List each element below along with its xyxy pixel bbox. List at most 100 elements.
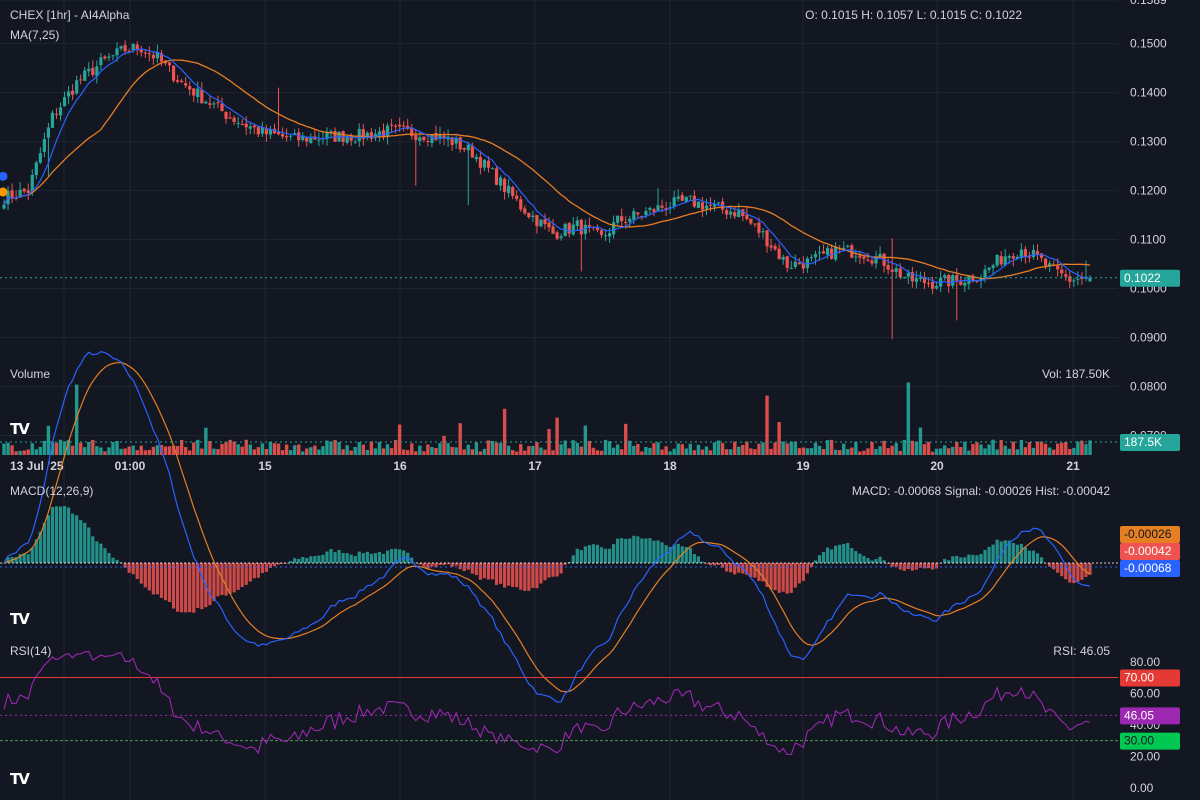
volume-bar: [179, 439, 184, 455]
volume-bar: [1060, 442, 1064, 455]
volume-bar: [292, 445, 297, 455]
macd-histogram-bar: [692, 554, 696, 563]
macd-histogram-bar: [357, 551, 361, 563]
candle-body: [971, 276, 975, 282]
rsi-axis-label: 0.00: [1130, 781, 1154, 795]
candle-body: [700, 202, 705, 210]
macd-histogram-bar: [325, 551, 329, 563]
volume-bar: [506, 445, 511, 455]
candle-body: [394, 125, 398, 127]
ma7-line: [3, 48, 1091, 284]
time-axis-label: 18: [663, 459, 677, 473]
macd-histogram-bar: [902, 563, 906, 571]
volume-bar: [979, 444, 983, 455]
candle-body: [22, 188, 26, 192]
volume-badge-bg: [1120, 434, 1180, 451]
rsi-70-badge: 70.00: [1124, 671, 1154, 685]
candle-body: [813, 254, 818, 258]
candle-body: [167, 62, 172, 66]
volume-bar: [204, 427, 208, 455]
macd-histogram-bar: [252, 563, 256, 579]
candle-body: [902, 277, 906, 279]
time-axis-label: 16: [393, 459, 407, 473]
candle-body: [712, 203, 717, 207]
macd-histogram-bar: [486, 563, 491, 580]
candle-body: [555, 232, 559, 239]
candle-body: [365, 132, 369, 139]
macd-histogram-bar: [624, 538, 628, 563]
volume-bar: [531, 445, 535, 455]
time-axis-label: 21: [1066, 459, 1080, 473]
candle-body: [676, 196, 680, 199]
candle-body: [620, 216, 624, 222]
volume-bar: [1068, 448, 1072, 455]
candle-body: [1064, 274, 1068, 277]
candle-body: [741, 209, 745, 216]
macd-histogram-bar: [1015, 544, 1019, 563]
candle-body: [442, 135, 446, 139]
candle-body: [551, 226, 555, 234]
rsi-line: [3, 650, 1091, 756]
volume-bar: [305, 448, 309, 455]
macd-histogram-bar: [531, 563, 535, 588]
macd-histogram-bar: [672, 544, 676, 563]
macd-histogram-bar: [583, 546, 587, 563]
macd-histogram-bar: [874, 559, 878, 563]
candle-body: [547, 222, 551, 228]
volume-bar: [252, 449, 257, 455]
candle-body: [175, 80, 180, 82]
volume-bar: [587, 440, 592, 455]
volume-bar: [874, 448, 878, 455]
candle-body: [1007, 256, 1011, 258]
volume-bar: [854, 441, 858, 455]
candle-body: [668, 207, 672, 209]
macd-histogram-bar: [1064, 563, 1068, 580]
candle-body: [34, 162, 38, 176]
volume-bar: [825, 440, 830, 455]
volume-bar: [434, 448, 438, 455]
candle-body: [959, 281, 963, 285]
macd-histogram-bar: [373, 553, 378, 563]
macd-histogram-bar: [83, 522, 87, 563]
volume-bar: [337, 442, 341, 455]
volume-bar: [220, 443, 224, 455]
candle-body: [975, 280, 979, 282]
macd-histogram-bar: [260, 563, 264, 574]
macd-histogram-bar: [785, 563, 789, 594]
candle-body: [1072, 280, 1076, 282]
macd-histogram-bar: [951, 556, 955, 563]
macd-histogram-bar: [422, 563, 426, 567]
volume-bar: [1051, 449, 1056, 455]
volume-bar: [147, 449, 152, 455]
macd-histogram-bar: [809, 563, 814, 567]
volume-bar: [967, 450, 971, 455]
volume-bar: [615, 444, 620, 455]
macd-histogram-bar: [571, 555, 575, 563]
candle-body: [943, 275, 947, 278]
macd-histogram-bar: [1088, 563, 1092, 575]
volume-badge: 187.5K: [1124, 435, 1162, 449]
candle-body: [527, 212, 531, 218]
macd-histogram-bar: [539, 563, 543, 584]
volume-bar: [42, 440, 47, 455]
macd-histogram-bar: [1048, 563, 1052, 567]
candle-body: [680, 195, 684, 201]
volume-bar: [963, 441, 967, 455]
volume-bar: [393, 440, 398, 455]
candle-body: [127, 51, 131, 53]
macd-histogram-bar: [749, 563, 753, 577]
macd-histogram-bar: [490, 563, 495, 580]
volume-bar: [862, 450, 866, 455]
volume-bar: [692, 450, 697, 455]
macd-histogram-bar: [934, 563, 939, 569]
macd-histogram-bar: [648, 538, 652, 563]
macd-histogram-bar: [244, 563, 248, 585]
volume-bar: [163, 446, 168, 455]
volume-bar: [510, 450, 515, 455]
candle-body: [749, 218, 753, 224]
candle-body: [729, 211, 733, 215]
volume-bar: [208, 441, 212, 455]
time-axis-label: 15: [258, 459, 272, 473]
candle-body: [612, 222, 616, 235]
